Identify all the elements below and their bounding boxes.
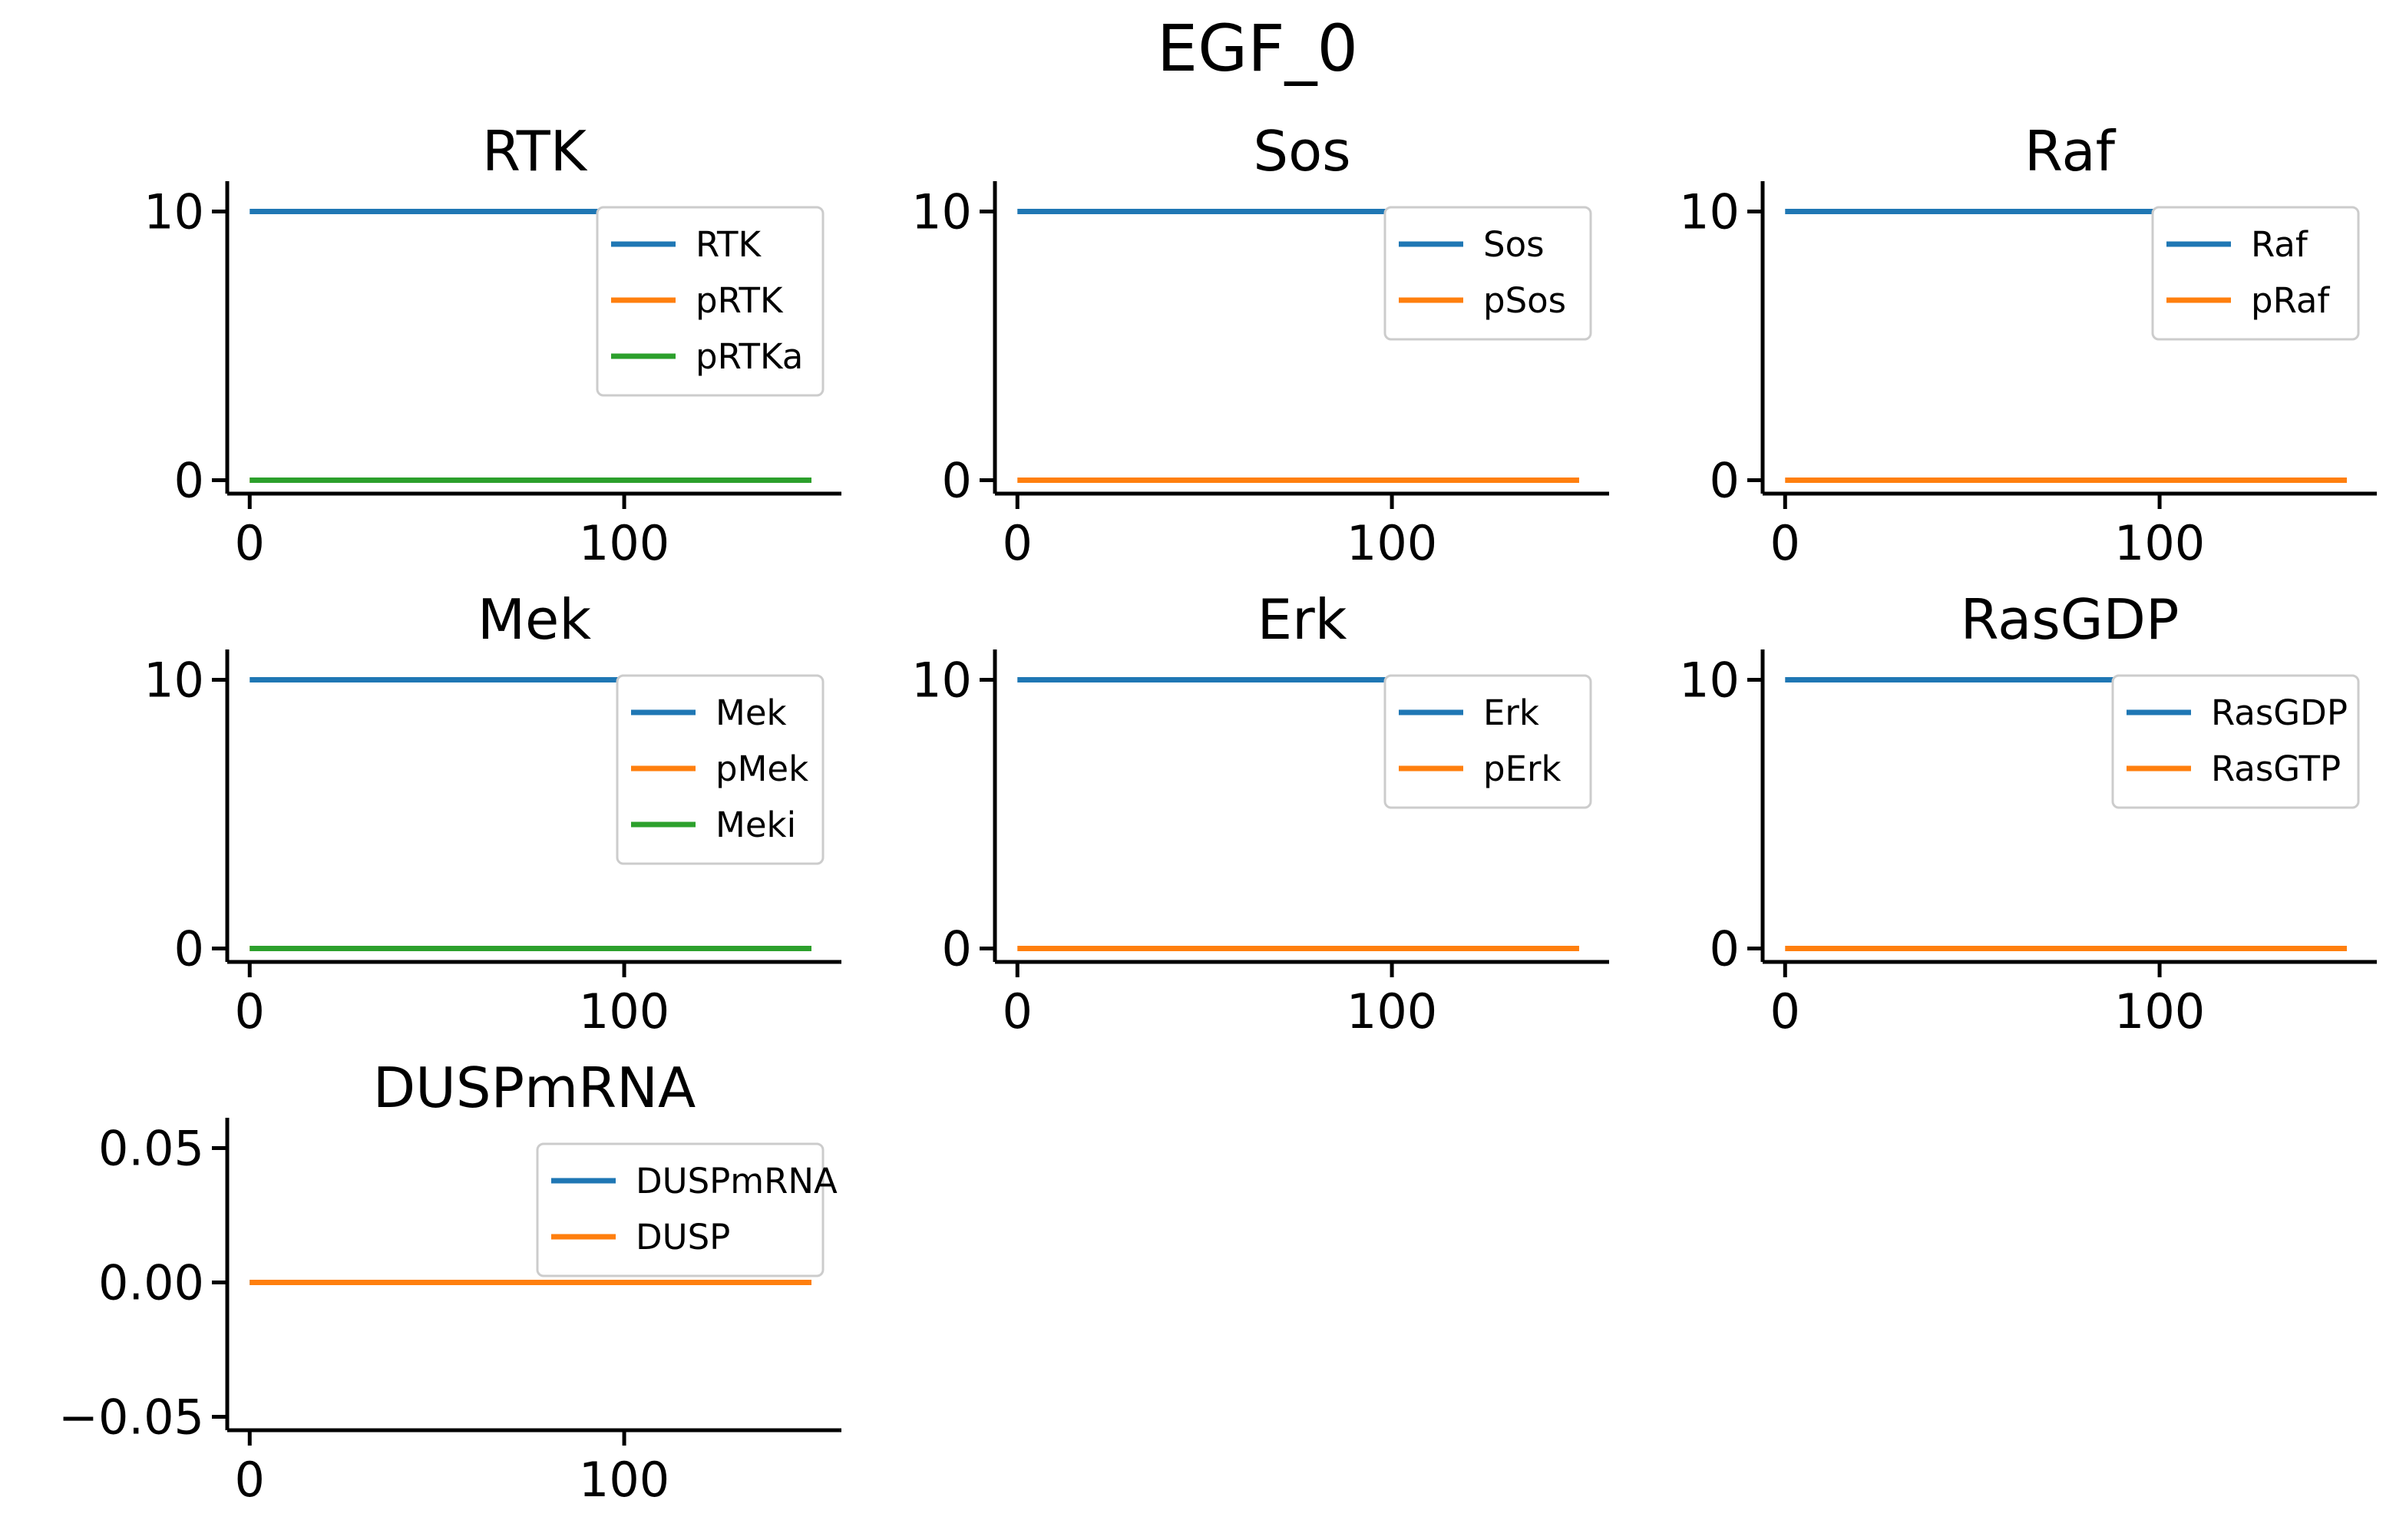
legend-frame [1383, 206, 1592, 341]
legend: Erk pErk [1383, 674, 1592, 809]
y-tick-label: 10 [144, 653, 204, 709]
legend: Mek pMek Meki [616, 674, 825, 865]
y-tick-label: 0 [942, 453, 972, 509]
y-tick-label: 0 [1710, 921, 1740, 977]
y-tick-label: 0 [174, 921, 204, 977]
legend-frame [2151, 206, 2360, 341]
x-tick-label: 100 [2114, 515, 2205, 571]
y-tick-label: 10 [911, 653, 972, 709]
subplot-duspmrna: DUSPmRNA 0.05 0.00 −0.05 0 100 DUSPmRNA DUSP [58, 1056, 841, 1508]
legend-label: Mek [715, 692, 787, 733]
legend: Raf pRaf [2151, 206, 2360, 341]
x-tick-label: 100 [1347, 515, 1437, 571]
x-tick-label: 0 [235, 1452, 265, 1508]
x-tick-label: 100 [1347, 983, 1437, 1039]
x-tick-label: 0 [235, 515, 265, 571]
x-tick-label: 0 [1003, 983, 1033, 1039]
legend-label: RTK [696, 224, 762, 265]
legend-label: pRTK [696, 280, 784, 321]
x-tick-label: 100 [579, 983, 669, 1039]
legend-label: pSos [1483, 280, 1566, 321]
legend-label: Erk [1483, 692, 1539, 733]
x-tick-label: 0 [1770, 983, 1800, 1039]
y-tick-label: 10 [911, 184, 972, 240]
legend: DUSPmRNA DUSP [536, 1142, 838, 1277]
x-tick-label: 0 [1770, 515, 1800, 571]
legend-frame [616, 674, 825, 865]
y-tick-label: 10 [144, 184, 204, 240]
x-tick-label: 100 [2114, 983, 2205, 1039]
subplot-title: Mek [478, 587, 591, 652]
legend: Sos pSos [1383, 206, 1592, 341]
y-tick-label: 0.00 [98, 1255, 204, 1311]
legend-label: Sos [1483, 224, 1545, 265]
y-tick-label: 10 [1679, 653, 1740, 709]
y-tick-label: 0.05 [98, 1121, 204, 1177]
subplot-title: Sos [1253, 119, 1350, 183]
subplot-title: DUSPmRNA [373, 1056, 696, 1120]
legend-label: pRaf [2251, 280, 2330, 321]
figure-title: EGF_0 [1157, 11, 1358, 86]
legend-frame [1383, 674, 1592, 809]
legend-label: RasGTP [2211, 749, 2341, 789]
legend-label: pRTKa [696, 336, 803, 377]
subplot-title: Erk [1257, 587, 1347, 652]
legend-label: DUSPmRNA [636, 1161, 838, 1201]
legend-label: Raf [2251, 224, 2308, 265]
subplot-title: Raf [2024, 119, 2117, 183]
legend-label: pMek [715, 749, 808, 789]
subplot-title: RasGDP [1961, 587, 2180, 652]
x-tick-label: 0 [1003, 515, 1033, 571]
legend: RasGDP RasGTP [2111, 674, 2360, 809]
subplot-title: RTK [482, 119, 588, 183]
y-tick-label: 0 [1710, 453, 1740, 509]
legend-frame [2111, 674, 2360, 809]
x-tick-label: 100 [579, 515, 669, 571]
legend-label: RasGDP [2211, 692, 2348, 733]
legend-label: Meki [715, 805, 796, 845]
legend-frame [596, 206, 825, 397]
x-tick-label: 100 [579, 1452, 669, 1508]
x-tick-label: 0 [235, 983, 265, 1039]
y-tick-label: −0.05 [58, 1390, 204, 1446]
legend-frame [536, 1142, 825, 1277]
y-tick-label: 0 [174, 453, 204, 509]
y-tick-label: 10 [1679, 184, 1740, 240]
legend-label: DUSP [636, 1217, 730, 1257]
y-tick-label: 0 [942, 921, 972, 977]
legend: RTK pRTK pRTKa [596, 206, 825, 397]
legend-label: pErk [1483, 749, 1562, 789]
